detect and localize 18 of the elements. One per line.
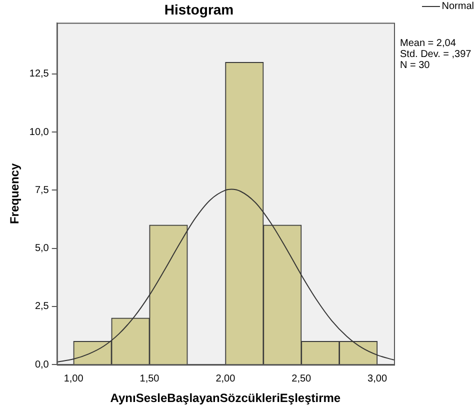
y-tick-label: 7,5 [34,184,50,196]
text: N = 30 [400,60,431,71]
y-axis-title: Frequency [8,163,22,224]
legend-label: Normal [442,1,474,12]
y-tick-label: 10,0 [29,126,50,138]
x-axis-title: AynıSesleBaşlayanSözcükleriEşleştirme [110,391,341,406]
x-tick-label: 1,00 [64,373,84,384]
x-tick-label: 1,50 [140,373,160,384]
x-tick-label: 3,00 [368,373,388,384]
text: Mean = 2,04 [400,38,457,49]
x-tick-label: 2,00 [216,373,236,384]
y-tick-label: 12,5 [29,68,50,80]
y-tick-label: 5,0 [34,243,50,254]
y-tick-label: 0,0 [34,359,50,370]
text: Std. Dev. = ,397 [400,49,472,60]
x-tick-label: 2,50 [292,373,312,384]
chart-title: Histogram [164,1,234,18]
y-tick-label: 2,5 [34,301,50,312]
